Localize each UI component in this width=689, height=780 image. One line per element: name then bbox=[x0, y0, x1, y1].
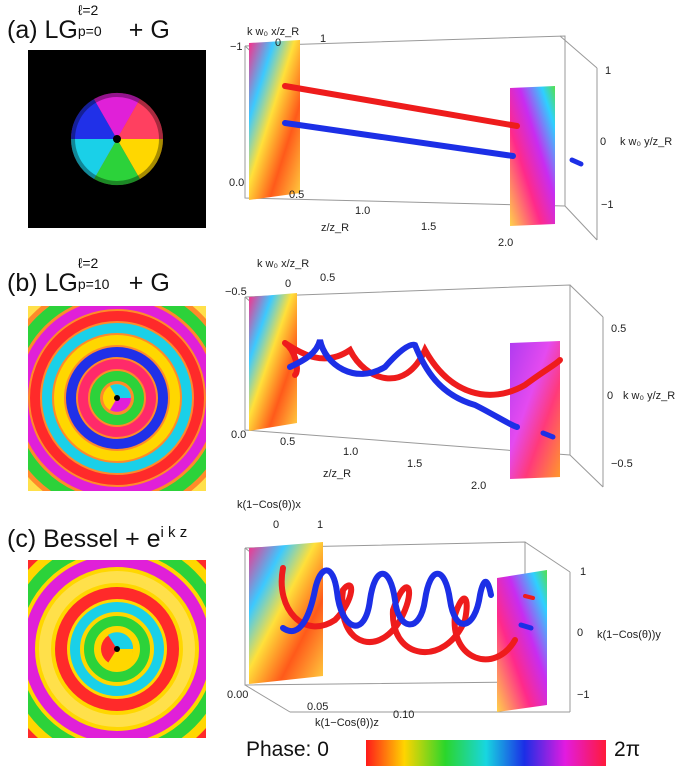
panel-c-y-axis-label: k(1−Cos(θ))y bbox=[597, 629, 661, 641]
panel-c-phase-plane-back bbox=[497, 570, 547, 712]
panel-a-phase-image bbox=[28, 50, 206, 228]
panel-b-y-tick: 0.5 bbox=[611, 323, 626, 335]
panel-a-z-tick: 2.0 bbox=[498, 237, 513, 249]
panel-a-y-tick: −1 bbox=[601, 199, 614, 211]
panel-c-z-axis-label: k(1−Cos(θ))z bbox=[315, 717, 379, 729]
phase-legend-end-label: 2π bbox=[614, 738, 641, 761]
panel-c-x-tick: 1 bbox=[317, 519, 323, 531]
panel-a-y-tick: 1 bbox=[605, 65, 611, 77]
panel-c-x-tick: 0 bbox=[273, 519, 279, 531]
panel-b-x-tick: −0.5 bbox=[225, 286, 247, 298]
panel-a-blue-trajectory bbox=[282, 120, 516, 159]
panel-a-y-axis-label: k w₀ y/z_R bbox=[620, 136, 672, 148]
panel-a-z-axis-label: z/z_R bbox=[321, 222, 349, 234]
panel-b-red-trajectory bbox=[282, 340, 563, 398]
panel-c-phase-image bbox=[28, 560, 206, 738]
panel-a-title: (a) LG ℓ=2 p=0 + G bbox=[7, 2, 170, 44]
panel-a-z-tick: 0.0 bbox=[229, 177, 244, 189]
panel-a-phase-plane-back bbox=[510, 86, 555, 226]
panel-c-3d-plot: k(1−Cos(θ))x 0 1 1 0 −1 k(1−Cos(θ))y 0.0… bbox=[227, 499, 661, 729]
panel-c-z-tick: 0.05 bbox=[307, 701, 328, 713]
phase-colorbar bbox=[366, 740, 606, 766]
panel-b-x-tick: 0.5 bbox=[320, 272, 335, 284]
panel-b-z-axis-label: z/z_R bbox=[323, 468, 351, 480]
panel-a-z-tick: 1.0 bbox=[355, 205, 370, 217]
panel-a-x-axis-label: k w₀ x/z_R bbox=[247, 26, 299, 38]
panel-a-x-tick: 1 bbox=[320, 33, 326, 45]
panel-a-z-tick: 1.5 bbox=[421, 221, 436, 233]
panel-b-bounding-box bbox=[244, 284, 604, 488]
panel-b-blue-trajectory bbox=[287, 339, 520, 430]
panel-c-blue-trajectory bbox=[280, 567, 494, 634]
panel-a-red-trajectory bbox=[282, 83, 520, 129]
panel-c-x-axis-label: k(1−Cos(θ))x bbox=[237, 499, 301, 511]
panel-b-z-tick: 1.5 bbox=[407, 458, 422, 470]
panel-a-x-tick: 0 bbox=[275, 37, 281, 49]
panel-a-phase-plane-front bbox=[249, 40, 300, 200]
panel-c-y-tick: −1 bbox=[577, 689, 590, 701]
panel-c-y-tick: 0 bbox=[577, 627, 583, 639]
phase-legend-label: Phase: 0 bbox=[246, 738, 329, 761]
panel-b-phase-image bbox=[28, 306, 206, 491]
panel-b-phase-plane-back bbox=[510, 341, 560, 479]
panel-b-3d-plot: k w₀ x/z_R −0.5 0 0.5 0.5 0 −0.5 k w₀ y/… bbox=[225, 258, 675, 492]
panel-b-x-axis-label: k w₀ x/z_R bbox=[257, 258, 309, 270]
panel-b-z-tick: 0.0 bbox=[231, 429, 246, 441]
panel-a-x-tick: −1 bbox=[230, 41, 243, 53]
panel-b-x-tick: 0 bbox=[285, 278, 291, 290]
panel-b-title: (b) LG ℓ=2 p=10 + G bbox=[7, 255, 170, 297]
panel-b-z-tick: 1.0 bbox=[343, 446, 358, 458]
panel-b-phase-plane-front bbox=[249, 293, 297, 431]
panel-b-y-tick: 0 bbox=[607, 390, 613, 402]
panel-b-y-tick: −0.5 bbox=[611, 458, 633, 470]
panel-a-z-tick: 0.5 bbox=[289, 189, 304, 201]
panel-c-z-tick: 0.10 bbox=[393, 709, 414, 721]
panel-a-3d-plot: k w₀ x/z_R −1 0 1 1 0 −1 k w₀ y/z_R 0.0 … bbox=[229, 26, 672, 249]
panel-c-y-tick: 1 bbox=[580, 566, 586, 578]
panel-c-phase-plane-front bbox=[249, 542, 323, 684]
panel-b-y-axis-label: k w₀ y/z_R bbox=[623, 390, 675, 402]
panel-c-title: (c) Bessel + ei k z bbox=[7, 524, 188, 553]
panel-c-z-tick: 0.00 bbox=[227, 689, 248, 701]
panel-b-z-tick: 2.0 bbox=[471, 480, 486, 492]
panel-b-z-tick: 0.5 bbox=[280, 436, 295, 448]
panel-a-y-tick: 0 bbox=[600, 136, 606, 148]
